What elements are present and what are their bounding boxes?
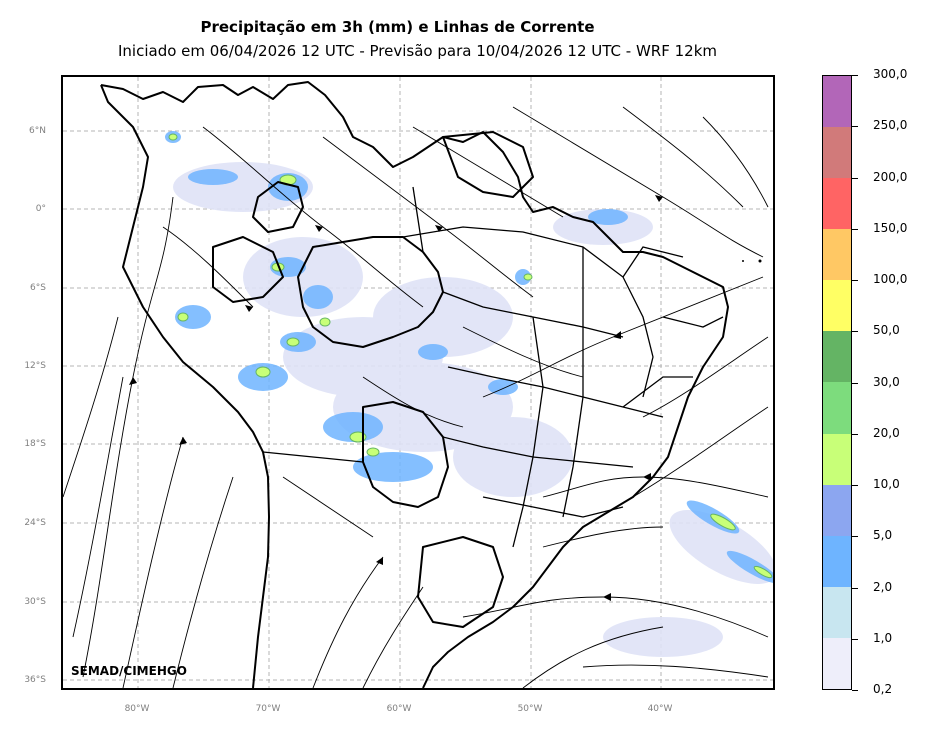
lon-label-40w: 40°W (647, 704, 673, 714)
precipitation-light (173, 162, 773, 657)
lat-label-12s: 12°S (24, 361, 46, 371)
colorbar-tick-label: 200,0 (873, 169, 908, 184)
islands (742, 259, 762, 263)
colorbar-tick-mark (852, 75, 858, 76)
colorbar-segment (823, 76, 851, 128)
colorbar-tick-label: 30,0 (873, 374, 900, 389)
colorbar-tick-mark (852, 280, 858, 281)
lat-label-0: 0° (35, 204, 46, 214)
colorbar-tick-label: 20,0 (873, 425, 900, 440)
state-borders (262, 186, 724, 548)
lat-label-36s: 36°S (24, 675, 46, 685)
colorbar-tick-label: 150,0 (873, 220, 908, 235)
chart-subtitle: Iniciado em 06/04/2026 12 UTC - Previsão… (117, 42, 718, 60)
colorbar-segment (823, 637, 851, 689)
colorbar-tick-mark (852, 177, 858, 179)
colorbar-segment (823, 433, 851, 485)
colorbar-segment (823, 280, 851, 332)
lon-label-50w: 50°W (517, 704, 543, 714)
colorbar-tick-mark (852, 126, 858, 128)
colorbar-tick-mark (852, 587, 858, 589)
lat-label-18s: 18°S (24, 439, 46, 449)
colorbar-tick-mark (852, 228, 858, 230)
lat-label-6s: 6°S (30, 283, 46, 293)
colorbar-segment (823, 178, 851, 230)
lon-label-80w: 80°W (124, 704, 150, 714)
colorbar (822, 75, 852, 690)
lon-label-70w: 70°W (255, 704, 281, 714)
colorbar-segment (823, 382, 851, 434)
chart-title: Precipitação em 3h (mm) e Linhas de Corr… (200, 18, 595, 36)
map-panel: SEMAD/CIMEHGO (61, 75, 775, 690)
streamline-arrows (129, 195, 663, 601)
colorbar-tick-label: 300,0 (873, 67, 908, 81)
colorbar-tick-label: 0,2 (873, 682, 893, 696)
colorbar-tick-label: 10,0 (873, 477, 900, 491)
colorbar-tick-label: 100,0 (873, 272, 908, 286)
colorbar-tick-label: 1,0 (873, 630, 893, 645)
colorbar-tick-mark (852, 433, 858, 435)
colorbar-segment (823, 229, 851, 281)
colorbar-tick-mark (852, 638, 858, 640)
colorbar-segment (823, 535, 851, 587)
map-canvas (63, 77, 773, 688)
colorbar-segment (823, 484, 851, 536)
colorbar-segment (823, 127, 851, 179)
colorbar-segment (823, 586, 851, 638)
credit-label: SEMAD/CIMEHGO (71, 664, 187, 678)
country-borders (100, 81, 729, 688)
lon-label-60w: 60°W (386, 704, 412, 714)
colorbar-tick-mark (852, 382, 858, 384)
colorbar-tick-label: 2,0 (873, 579, 893, 594)
colorbar-tick-label: 50,0 (873, 323, 900, 338)
colorbar-segment (823, 331, 851, 383)
colorbar-tick-mark (852, 331, 858, 333)
lat-label-6n: 6°N (29, 126, 46, 136)
colorbar-tick-label: 5,0 (873, 528, 893, 543)
colorbar-tick-mark (852, 536, 858, 538)
colorbar-tick-mark (852, 690, 858, 691)
colorbar-tick-mark (852, 485, 858, 486)
streamlines (63, 106, 769, 688)
colorbar-tick-label: 250,0 (873, 118, 908, 133)
lat-label-24s: 24°S (24, 518, 46, 528)
lat-label-30s: 30°S (24, 597, 46, 607)
